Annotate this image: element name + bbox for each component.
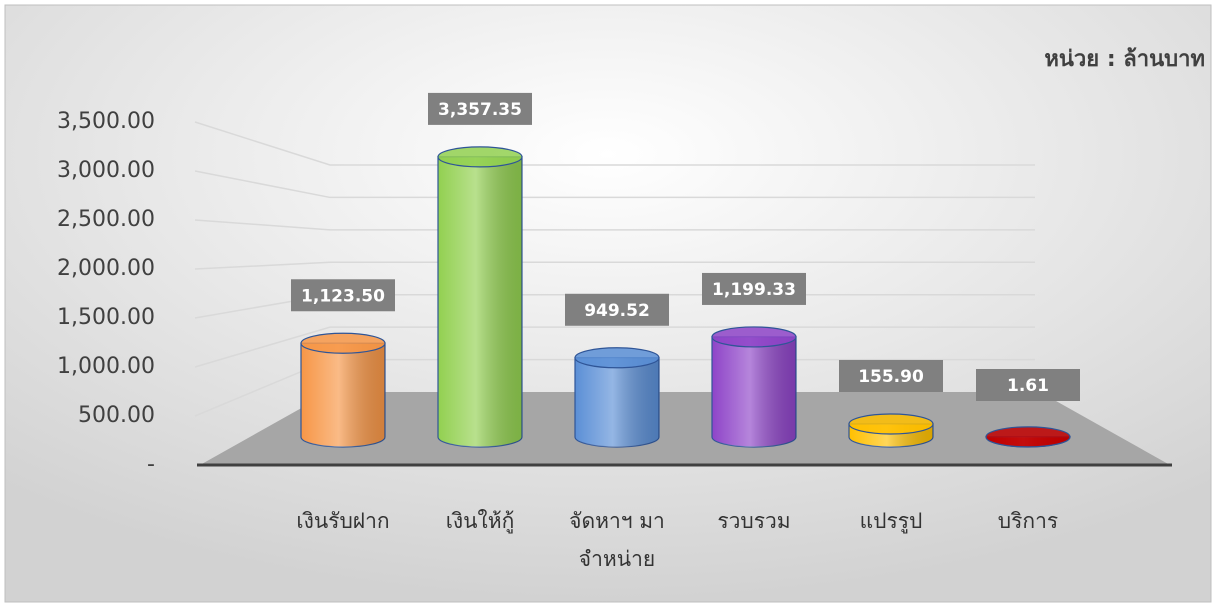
grid-line [194, 326, 1035, 368]
value-label: 3,357.35 [438, 100, 522, 120]
value-label: 1,199.33 [712, 280, 796, 300]
value-label: 155.90 [858, 367, 924, 387]
grid-line [194, 121, 1035, 166]
cylinder-top [848, 413, 934, 435]
cylinder [848, 413, 934, 448]
grid-line [194, 261, 1035, 270]
grid-line [194, 170, 1035, 199]
value-label-box [565, 293, 669, 326]
cylinder-shine [575, 357, 659, 447]
cylinder [985, 426, 1071, 448]
cylinder-top [711, 326, 797, 348]
cylinder-top [985, 426, 1071, 448]
y-tick-label: 3,000.00 [57, 158, 155, 183]
cylinder [300, 332, 386, 448]
x-tick-label: รวบรวม [717, 509, 791, 533]
cylinder [711, 326, 797, 448]
cylinder [437, 146, 523, 448]
grid-line [194, 219, 1035, 231]
x-tick-label: เงินรับฝาก [296, 509, 390, 533]
cylinder-shine [712, 336, 796, 447]
y-tick-label: 1,000.00 [57, 354, 155, 379]
x-tick-label: เงินให้กู้ [445, 509, 515, 533]
value-label: 949.52 [584, 301, 650, 321]
x-tick-label: แปรรูป [859, 509, 923, 533]
value-label: 1,123.50 [301, 286, 385, 306]
value-label: 1.61 [1007, 376, 1049, 396]
cylinder-top [437, 146, 523, 168]
value-label-box [702, 272, 806, 305]
y-tick-label: 1,500.00 [57, 305, 155, 330]
value-label-box [291, 279, 395, 312]
value-label-box [428, 92, 532, 125]
cylinder-shine [438, 156, 522, 447]
value-label-box [976, 369, 1080, 401]
y-tick-label: 2,000.00 [57, 256, 155, 281]
cylinder-top [300, 332, 386, 354]
x-tick-label: จัดหาฯ มา จำหน่าย [569, 509, 665, 571]
value-label-box [839, 359, 943, 392]
y-tick-label: 3,500.00 [57, 109, 155, 134]
x-tick-label: บริการ [997, 509, 1059, 533]
cylinder-top [574, 347, 660, 369]
cylinder [574, 347, 660, 448]
unit-label: หน่วย : ล้านบาท [1044, 47, 1205, 72]
cylinder-shine [301, 343, 385, 447]
y-tick-label: - [147, 452, 155, 477]
y-tick-label: 2,500.00 [57, 207, 155, 232]
y-tick-label: 500.00 [78, 403, 155, 428]
